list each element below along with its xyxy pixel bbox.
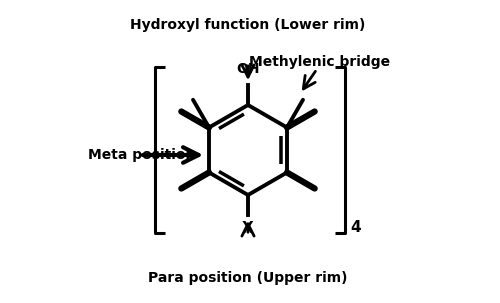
Text: Meta position: Meta position [88,148,196,162]
Text: 4: 4 [350,219,360,235]
Text: Methylenic bridge: Methylenic bridge [249,55,390,69]
Text: X: X [242,221,254,236]
Text: OH: OH [236,62,260,76]
Text: Hydroxyl function (Lower rim): Hydroxyl function (Lower rim) [130,18,366,32]
Text: Para position (Upper rim): Para position (Upper rim) [148,271,348,285]
